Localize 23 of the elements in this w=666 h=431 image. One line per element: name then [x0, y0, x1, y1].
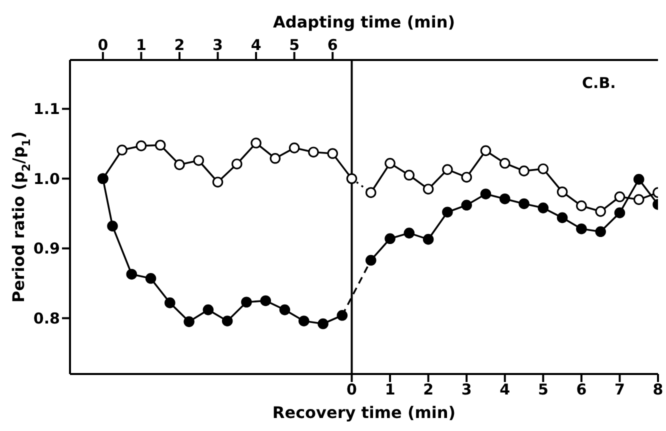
y-tick-label: 0.8	[33, 310, 60, 328]
x-axis-title: Recovery time (min)	[272, 403, 456, 422]
x2-axis-title: Adapting time (min)	[272, 12, 456, 32]
x2-tick-label: 5	[289, 36, 300, 54]
x2-tick-label: 1	[136, 36, 146, 54]
y-tick-label: 1.1	[33, 100, 60, 118]
x2-tick-label: 4	[250, 36, 262, 54]
x2-tick-label: 0	[98, 36, 108, 54]
x2-tick-label: 2	[174, 36, 185, 54]
annotation: C.B.	[582, 74, 616, 92]
x-tick-label: 7	[614, 380, 625, 399]
y-tick-label: 1.0	[33, 170, 60, 188]
x-tick-label: 0	[346, 380, 357, 399]
x2-tick-label: 6	[327, 36, 338, 54]
x-tick-label: 3	[461, 380, 472, 399]
x-tick-label: 8	[652, 380, 664, 399]
x-tick-label: 5	[538, 380, 548, 399]
x-tick-label: 4	[500, 380, 510, 399]
x-tick-label: 6	[576, 380, 587, 399]
x2-tick-label: 3	[212, 36, 223, 54]
y-tick-label: 0.9	[33, 240, 60, 258]
x-tick-label: 2	[423, 380, 434, 399]
x-tick-label: 1	[384, 380, 396, 399]
